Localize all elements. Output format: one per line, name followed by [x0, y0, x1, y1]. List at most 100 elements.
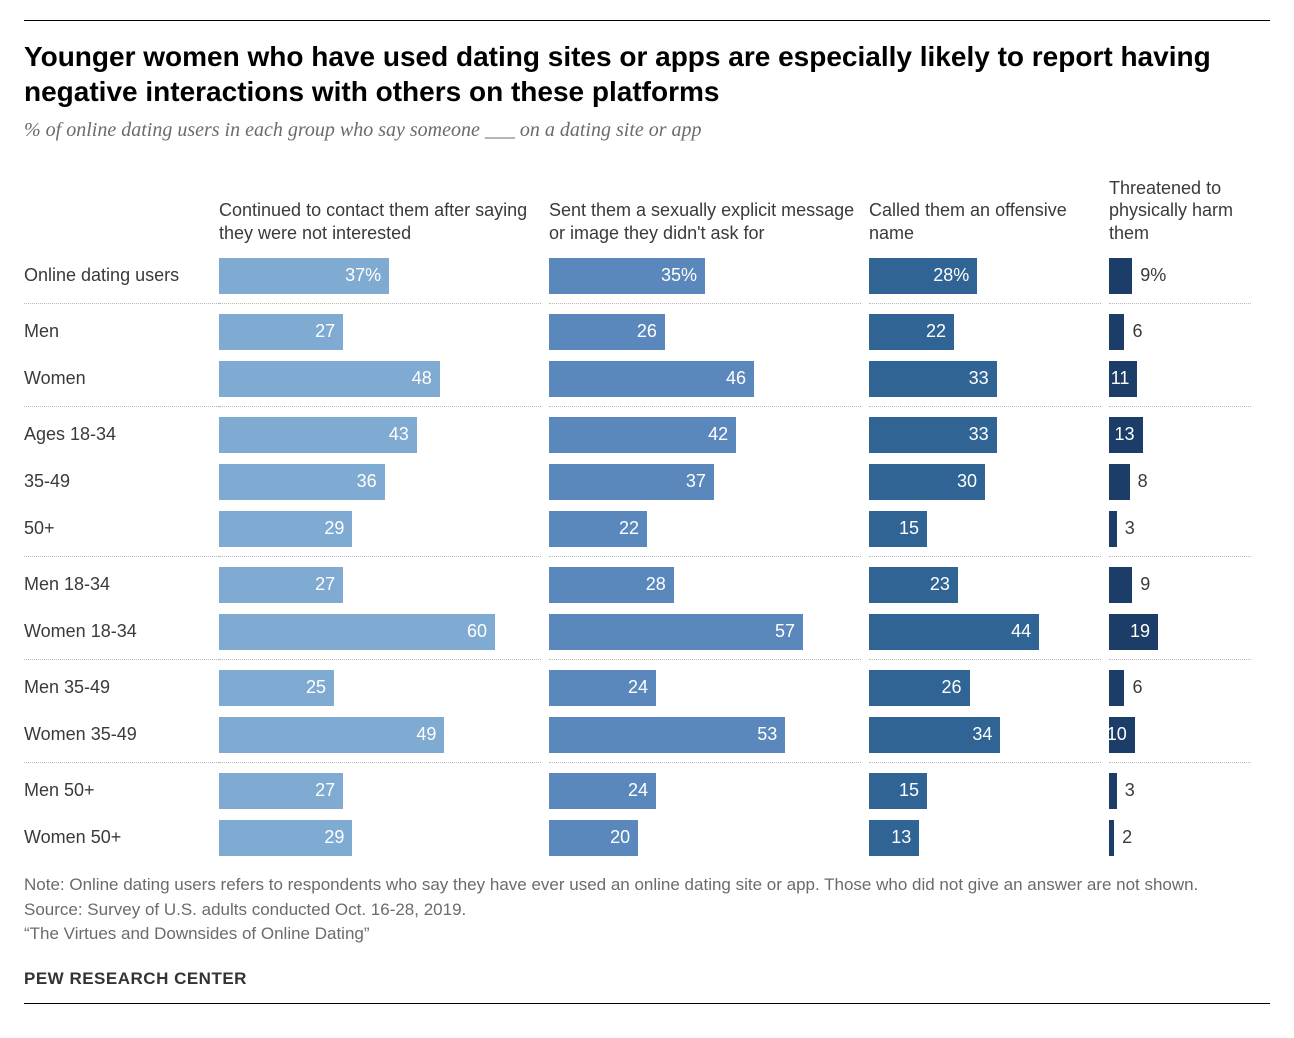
group-separator [549, 406, 861, 407]
bar: 48 [219, 361, 440, 397]
chart-title: Younger women who have used dating sites… [24, 39, 1270, 109]
bar: 28 [549, 567, 674, 603]
bar-value: 26 [637, 321, 657, 342]
bar-value: 30 [957, 471, 977, 492]
group-separator [1109, 406, 1251, 407]
bar-value: 43 [389, 424, 409, 445]
group-separator [219, 556, 541, 557]
bar-cell: 15 [869, 767, 1101, 814]
bar-cell: 34 [869, 711, 1101, 758]
bar: 35% [549, 258, 705, 294]
bar: 25 [219, 670, 334, 706]
bar-value: 13 [891, 827, 911, 848]
group-separator [24, 303, 219, 304]
bar-cell: 6 [1109, 664, 1251, 711]
bar-value: 34 [972, 724, 992, 745]
bar-cell: 25 [219, 664, 541, 711]
bar-value: 27 [315, 321, 335, 342]
bar-cell: 22 [549, 505, 861, 552]
bar: 24 [549, 773, 656, 809]
column-header: Continued to contact them after saying t… [219, 170, 541, 252]
bar-value: 37% [345, 265, 381, 286]
bar-cell: 44 [869, 608, 1101, 655]
bar-value: 3 [1125, 780, 1135, 801]
bar-cell: 57 [549, 608, 861, 655]
bar: 26 [869, 670, 970, 706]
bar: 27 [219, 314, 343, 350]
bar-cell: 13 [869, 814, 1101, 861]
bar-cell: 35% [549, 252, 861, 299]
bar-cell: 27 [219, 308, 541, 355]
group-separator [549, 556, 861, 557]
bar-cell: 22 [869, 308, 1101, 355]
bar: 15 [869, 511, 927, 547]
bar-value: 37 [686, 471, 706, 492]
bar: 60 [219, 614, 495, 650]
chart-column: Threatened to physically harm them9%6111… [1109, 170, 1259, 861]
bar: 28% [869, 258, 977, 294]
bar-cell: 37 [549, 458, 861, 505]
bar-value: 27 [315, 780, 335, 801]
bar-value: 6 [1132, 677, 1142, 698]
note-text: Note: Online dating users refers to resp… [24, 873, 1270, 898]
bar: 37% [219, 258, 389, 294]
bar-value: 42 [708, 424, 728, 445]
row-label: 50+ [24, 505, 219, 552]
row-label: Women [24, 355, 219, 402]
bar-cell: 29 [219, 505, 541, 552]
group-separator [549, 303, 861, 304]
column-header: Threatened to physically harm them [1109, 170, 1251, 252]
bar-cell: 19 [1109, 608, 1251, 655]
bar-value: 10 [1107, 724, 1127, 745]
bar-value: 44 [1011, 621, 1031, 642]
row-label: Ages 18-34 [24, 411, 219, 458]
bar [1109, 314, 1124, 350]
bar-value: 46 [726, 368, 746, 389]
row-label: Women 35-49 [24, 711, 219, 758]
group-separator [869, 556, 1101, 557]
bar: 11 [1109, 361, 1137, 397]
bar-value: 35% [661, 265, 697, 286]
bar-cell: 23 [869, 561, 1101, 608]
row-labels-column: Online dating usersMenWomenAges 18-3435-… [24, 170, 219, 861]
group-separator [1109, 762, 1251, 763]
bar: 20 [549, 820, 638, 856]
bar-cell: 20 [549, 814, 861, 861]
row-label: Men [24, 308, 219, 355]
bar-cell: 8 [1109, 458, 1251, 505]
bar-value: 33 [969, 368, 989, 389]
reference-text: “The Virtues and Downsides of Online Dat… [24, 922, 1270, 947]
bar-value: 22 [619, 518, 639, 539]
bar-value: 53 [757, 724, 777, 745]
group-separator [869, 659, 1101, 660]
bar-value: 24 [628, 677, 648, 698]
bar [1109, 258, 1132, 294]
bar-value: 6 [1132, 321, 1142, 342]
bar: 26 [549, 314, 665, 350]
bar: 19 [1109, 614, 1158, 650]
bar-cell: 42 [549, 411, 861, 458]
bar-value: 33 [969, 424, 989, 445]
bar-value: 25 [306, 677, 326, 698]
bar-value: 28 [646, 574, 666, 595]
column-header: Called them an offensive name [869, 170, 1101, 252]
bar-value: 22 [926, 321, 946, 342]
group-separator [24, 556, 219, 557]
bar-value: 19 [1130, 621, 1150, 642]
bar-cell: 33 [869, 411, 1101, 458]
bar: 27 [219, 773, 343, 809]
bar-value: 24 [628, 780, 648, 801]
bar-cell: 48 [219, 355, 541, 402]
bar-value: 48 [412, 368, 432, 389]
bar-cell: 26 [549, 308, 861, 355]
bar [1109, 670, 1124, 706]
bar: 36 [219, 464, 385, 500]
attribution: PEW RESEARCH CENTER [24, 969, 1270, 989]
bar [1109, 567, 1132, 603]
chart-column: Sent them a sexually explicit message or… [549, 170, 869, 861]
bar: 22 [549, 511, 647, 547]
bar: 30 [869, 464, 985, 500]
bottom-rule [24, 1003, 1270, 1004]
bar-cell: 33 [869, 355, 1101, 402]
group-separator [219, 303, 541, 304]
